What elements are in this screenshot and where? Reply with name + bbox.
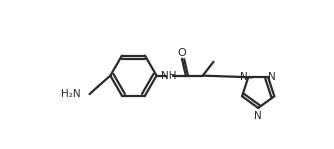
Text: N: N <box>240 72 247 82</box>
Text: H₂N: H₂N <box>61 89 81 99</box>
Text: N: N <box>268 72 276 82</box>
Text: N: N <box>254 111 262 121</box>
Text: NH: NH <box>161 71 177 81</box>
Text: O: O <box>178 48 186 58</box>
